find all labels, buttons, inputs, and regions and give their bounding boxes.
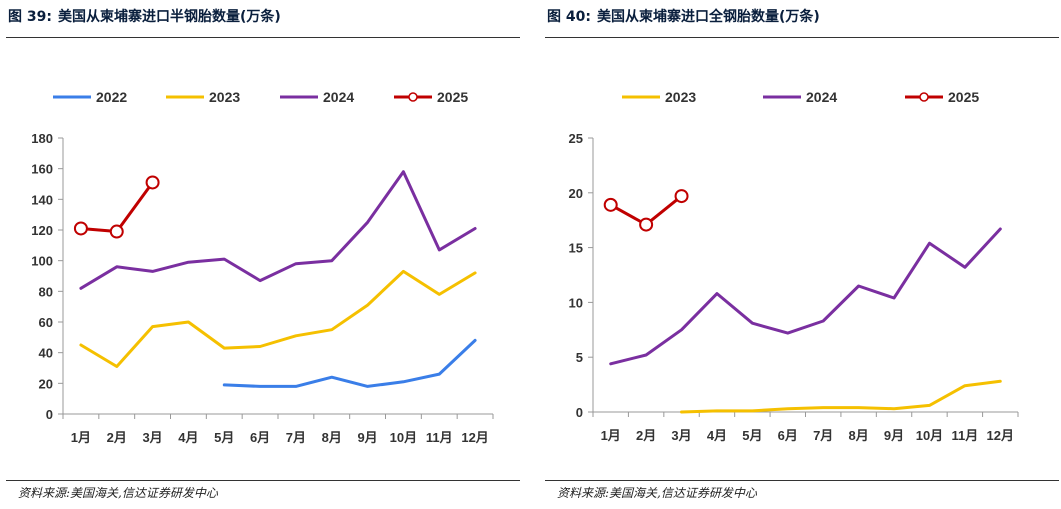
legend-entry-2025: 2025 <box>905 89 979 105</box>
y-tick-label: 0 <box>46 407 53 422</box>
footer-rule <box>545 480 1059 481</box>
chart-panel-40: 图 40: 美国从柬埔寨进口全钢胎数量(万条) 0 5 10 15 20 25 1月 2月 3月 4… <box>545 0 1059 509</box>
x-tick-label: 8月 <box>322 430 342 445</box>
legend-entry-2025: 2025 <box>394 89 468 105</box>
legend-entry-2024: 2024 <box>280 89 354 105</box>
x-tick-label: 3月 <box>671 428 691 443</box>
y-tick-label: 25 <box>569 131 583 146</box>
x-tick-label: 12月 <box>987 428 1014 443</box>
legend-entry-2024: 2024 <box>763 89 837 105</box>
x-tick-label: 7月 <box>813 428 833 443</box>
y-tick-label: 20 <box>39 376 53 391</box>
y-tick-label: 120 <box>31 223 53 238</box>
x-tick-label: 5月 <box>742 428 762 443</box>
data-point-2025 <box>674 189 689 204</box>
y-tick-label: 140 <box>31 192 53 207</box>
data-point-2025 <box>109 224 124 239</box>
y-tick-label: 160 <box>31 162 53 177</box>
x-tick-label: 6月 <box>778 428 798 443</box>
x-tick-label: 2月 <box>636 428 656 443</box>
legend-marker <box>919 92 929 102</box>
data-point-2025 <box>73 221 88 236</box>
y-tick-label: 15 <box>569 241 583 256</box>
x-tick-label: 4月 <box>178 430 198 445</box>
legend-entry-2023: 2023 <box>166 89 240 105</box>
y-tick-label: 180 <box>31 131 53 146</box>
legend-label: 2025 <box>948 89 979 105</box>
x-tick-label: 2月 <box>107 430 127 445</box>
chart-title-40: 图 40: 美国从柬埔寨进口全钢胎数量(万条) <box>547 6 820 26</box>
footer-rule <box>6 480 520 481</box>
data-point-2025 <box>639 217 654 232</box>
series-line-2022 <box>222 338 477 388</box>
x-tick-label: 10月 <box>916 428 943 443</box>
legend-label: 2025 <box>437 89 468 105</box>
legend-label: 2024 <box>323 89 354 105</box>
y-tick-label: 0 <box>576 405 583 420</box>
x-tick-label: 9月 <box>357 430 377 445</box>
chart-panel-39: 图 39: 美国从柬埔寨进口半钢胎数量(万条) 0 20 40 60 80 100 120 14… <box>6 0 520 509</box>
figure-title-text-40: 美国从柬埔寨进口全钢胎数量(万条) <box>596 9 820 25</box>
y-tick-label: 40 <box>39 346 53 361</box>
x-tick-label: 11月 <box>952 428 979 443</box>
legend-label: 2023 <box>209 89 240 105</box>
series-line-2025 <box>79 181 155 233</box>
data-point-2025 <box>603 197 618 212</box>
series-line-2024 <box>609 227 1002 366</box>
x-tick-label: 1月 <box>601 428 621 443</box>
legend-marker <box>408 92 418 102</box>
x-tick-label: 7月 <box>286 430 306 445</box>
series-line-2023 <box>680 379 1002 414</box>
x-tick-label: 11月 <box>426 430 453 445</box>
legend-label: 2022 <box>96 89 127 105</box>
legend-entry-2022: 2022 <box>53 89 127 105</box>
source-note-40: 资料来源:美国海关,信达证券研发中心 <box>557 486 757 500</box>
y-tick-label: 20 <box>569 186 583 201</box>
legend-label: 2024 <box>806 89 837 105</box>
x-tick-label: 8月 <box>849 428 869 443</box>
title-rule <box>545 37 1059 38</box>
x-tick-label: 4月 <box>707 428 727 443</box>
y-tick-label: 100 <box>31 254 53 269</box>
series-line-2023 <box>79 269 477 368</box>
y-tick-label: 5 <box>576 350 583 365</box>
y-tick-label: 60 <box>39 315 53 330</box>
line-chart-semi-steel: 0 20 40 60 80 100 120 140 160 180 1月 2月 3月 4月 5月 6月 7月 8月… <box>31 89 494 445</box>
x-tick-label: 12月 <box>461 430 488 445</box>
x-tick-label: 10月 <box>390 430 417 445</box>
x-tick-label: 5月 <box>214 430 234 445</box>
source-note-39: 资料来源:美国海关,信达证券研发中心 <box>18 486 218 500</box>
series-line-2024 <box>79 170 477 290</box>
y-tick-label: 80 <box>39 284 53 299</box>
x-tick-label: 6月 <box>250 430 270 445</box>
data-point-2025 <box>145 175 160 190</box>
chart-title-39: 图 39: 美国从柬埔寨进口半钢胎数量(万条) <box>8 6 281 26</box>
figure-number-40: 图 40: <box>547 9 591 25</box>
y-tick-label: 10 <box>569 295 583 310</box>
figure-number-39: 图 39: <box>8 9 52 25</box>
x-tick-label: 1月 <box>71 430 91 445</box>
title-rule <box>6 37 520 38</box>
x-tick-label: 9月 <box>884 428 904 443</box>
legend-label: 2023 <box>665 89 696 105</box>
legend-entry-2023: 2023 <box>622 89 696 105</box>
figure-title-text-39: 美国从柬埔寨进口半钢胎数量(万条) <box>57 9 281 25</box>
x-tick-label: 3月 <box>142 430 162 445</box>
